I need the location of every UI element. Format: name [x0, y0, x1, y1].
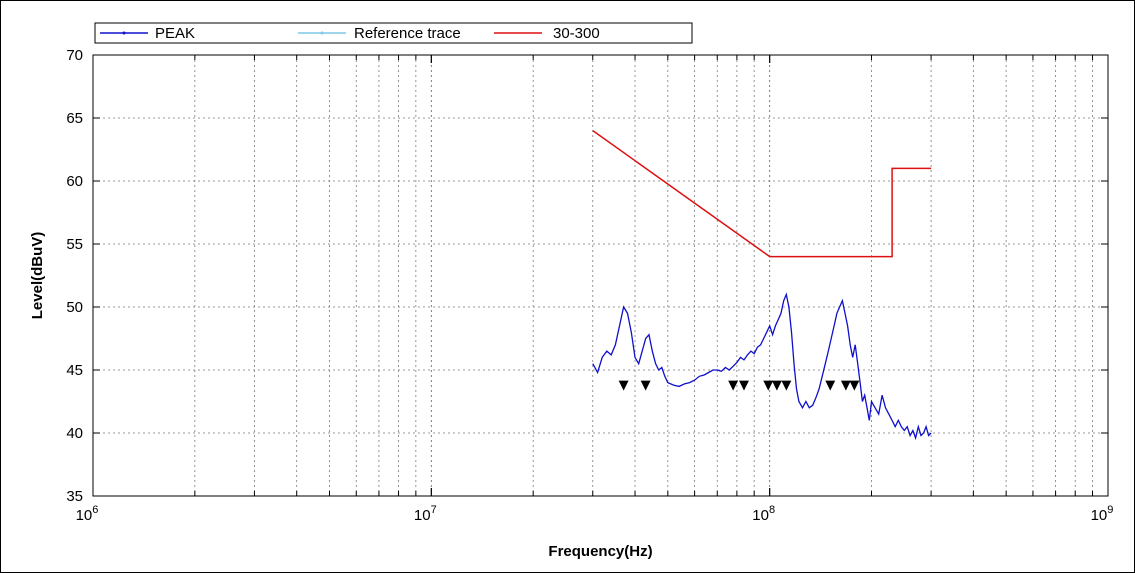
peak-marker: ▼: [763, 378, 773, 393]
legend-marker-0: [122, 31, 126, 35]
y-tick-label: 65: [66, 110, 83, 127]
tick-layer: 35 40 45 50 55 60 65 70 106 107 108 109: [66, 47, 1113, 524]
grid: [93, 55, 1108, 496]
y-axis-label: Level(dBuV): [29, 232, 46, 320]
legend-label-0: PEAK: [155, 25, 195, 42]
x-axis-label: Frequency(Hz): [548, 543, 652, 560]
peak-marker: ▼: [849, 378, 859, 393]
y-tick-label: 45: [66, 362, 83, 379]
x-tick-label: 109: [1091, 504, 1114, 524]
x-tick-label: 108: [752, 504, 775, 524]
legend-box: [94, 22, 693, 44]
peak-marker: ▼: [841, 378, 851, 393]
y-tick-label: 35: [66, 488, 83, 505]
plot-area: [92, 54, 1109, 497]
legend: PEAK Reference trace 30-300: [94, 22, 693, 44]
legend-label-2: 30-300: [553, 25, 600, 42]
peak-marker: ▼: [739, 378, 749, 393]
legend-label-1: Reference trace: [354, 25, 461, 42]
legend-marker-1: [320, 31, 324, 35]
peak-marker: ▼: [641, 378, 651, 393]
y-tick-label: 60: [66, 173, 83, 190]
x-tick-label: 106: [76, 504, 99, 524]
y-tick-label: 55: [66, 236, 83, 253]
series-line-2: [592, 129, 932, 258]
y-tick-label: 40: [66, 425, 83, 442]
marker-layer: ▼ ▼ ▼ ▼ ▼▼ ▼ ▼ ▼▼: [619, 378, 860, 393]
x-tick-label: 107: [414, 504, 437, 524]
peak-marker: ▼: [825, 378, 835, 393]
peak-marker: ▼: [781, 378, 791, 393]
series-layer: [592, 129, 932, 441]
y-tick-label: 50: [66, 299, 83, 316]
peak-marker: ▼: [728, 378, 738, 393]
series-line-0: [592, 292, 932, 441]
peak-marker: ▼: [619, 378, 629, 393]
y-tick-label: 70: [66, 47, 83, 64]
peak-marker: ▼: [772, 378, 782, 393]
